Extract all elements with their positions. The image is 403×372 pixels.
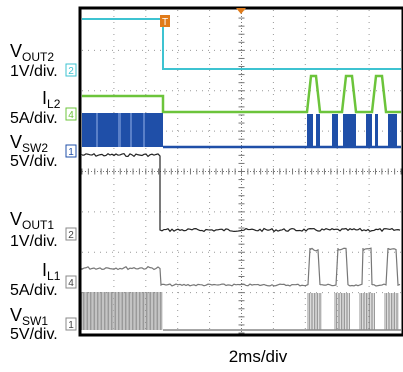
trace-vsw2-burst [332, 114, 338, 147]
svg-text:T: T [162, 17, 168, 28]
svg-text:1: 1 [68, 320, 74, 331]
ch-marker-vsw2: 1 [65, 144, 77, 158]
channel-markers: 2 4 1 2 4 1 [65, 63, 77, 331]
svg-text:5A/div.: 5A/div. [10, 282, 58, 299]
vout1-label: VOUT1 1V/div. [10, 209, 58, 250]
trigger-t-marker: T [160, 15, 170, 28]
x-axis-scale-label: 2ms/div [229, 347, 288, 366]
ch-marker-il1: 4 [65, 275, 77, 289]
traces [81, 18, 401, 331]
trace-vsw2-burst [307, 114, 313, 147]
trace-vout2 [82, 18, 401, 70]
trace-vout1 [81, 152, 401, 233]
svg-text:5V/div.: 5V/div. [10, 326, 58, 343]
svg-text:VOUT2: VOUT2 [10, 41, 54, 64]
trace-vsw2-gap [143, 113, 145, 147]
svg-text:1: 1 [68, 147, 74, 158]
vsw1-label: VSW1 5V/div. [10, 305, 58, 343]
trace-il2 [82, 74, 401, 114]
trace-vsw2-burst [366, 114, 372, 147]
svg-text:VSW2: VSW2 [10, 132, 48, 155]
svg-text:IL1: IL1 [42, 260, 61, 283]
channel-labels: VOUT2 1V/div. IL2 5A/div. VSW2 5V/div. V… [10, 41, 61, 343]
il2-label: IL2 5A/div. [10, 88, 61, 127]
trace-vsw2-gap [118, 113, 121, 147]
ch-marker-vout1: 2 [65, 227, 77, 241]
ch-marker-il2: 4 [65, 107, 77, 121]
svg-text:VSW1: VSW1 [10, 305, 48, 328]
svg-text:VOUT1: VOUT1 [10, 209, 54, 232]
trace-vsw2-gap [130, 113, 132, 147]
vsw2-label: VSW2 5V/div. [10, 132, 58, 170]
il1-label: IL1 5A/div. [10, 260, 61, 299]
trace-vsw2-gap [96, 113, 98, 147]
ch-marker-vsw1: 1 [65, 317, 77, 331]
svg-text:5V/div.: 5V/div. [10, 153, 58, 170]
svg-text:2: 2 [68, 66, 74, 77]
trace-vsw2-burst [375, 114, 378, 147]
vout2-label: VOUT2 1V/div. [10, 41, 58, 80]
trace-vsw2-burst [316, 114, 320, 147]
trigger-position-marker [236, 8, 246, 14]
svg-text:1V/div.: 1V/div. [10, 63, 58, 80]
trace-il1 [81, 247, 401, 287]
svg-text:IL2: IL2 [42, 88, 61, 111]
trace-vsw2-switching-block [82, 113, 163, 147]
trace-vsw2-burst [343, 114, 356, 147]
svg-text:4: 4 [68, 110, 74, 121]
ch-marker-vout2: 2 [65, 63, 77, 77]
svg-text:2: 2 [68, 230, 74, 241]
svg-text:4: 4 [68, 278, 74, 289]
svg-text:5A/div.: 5A/div. [10, 110, 58, 127]
grid [81, 9, 402, 334]
trace-vsw2-burst [388, 114, 397, 147]
svg-text:1V/div.: 1V/div. [10, 233, 58, 250]
